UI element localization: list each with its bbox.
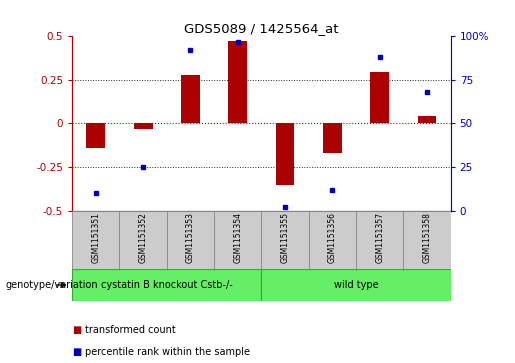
Bar [87,123,105,148]
Bar [214,211,261,269]
Bar [119,211,167,269]
Text: wild type: wild type [334,280,379,290]
Text: GSM1151356: GSM1151356 [328,212,337,263]
Text: GSM1151352: GSM1151352 [139,212,148,263]
Bar [72,211,119,269]
Text: ■: ■ [72,347,81,357]
Bar [356,211,403,269]
Text: GSM1151357: GSM1151357 [375,212,384,263]
Text: transformed count: transformed count [85,325,176,335]
Bar [276,123,295,185]
Bar [167,211,214,269]
Text: genotype/variation: genotype/variation [5,280,98,290]
Title: GDS5089 / 1425564_at: GDS5089 / 1425564_at [184,22,338,35]
Text: cystatin B knockout Cstb-/-: cystatin B knockout Cstb-/- [101,280,233,290]
Text: GSM1151354: GSM1151354 [233,212,242,263]
Text: GSM1151358: GSM1151358 [422,212,432,263]
Bar [261,269,451,301]
Text: ■: ■ [72,325,81,335]
Bar [228,41,247,123]
Bar [308,211,356,269]
Bar [418,117,436,123]
Text: GSM1151353: GSM1151353 [186,212,195,263]
Bar [181,75,200,123]
Bar [72,269,261,301]
Bar [133,123,152,129]
Text: GSM1151351: GSM1151351 [91,212,100,263]
Text: GSM1151355: GSM1151355 [281,212,289,263]
Bar [323,123,342,153]
Bar [261,211,308,269]
Bar [403,211,451,269]
Text: percentile rank within the sample: percentile rank within the sample [85,347,250,357]
Bar [370,72,389,123]
